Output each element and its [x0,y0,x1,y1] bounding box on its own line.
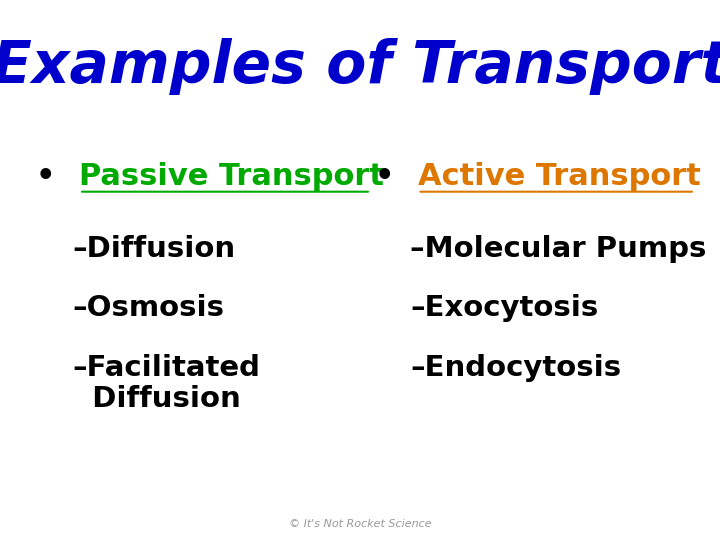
Text: –Endocytosis: –Endocytosis [410,354,621,382]
Text: –Exocytosis: –Exocytosis [410,294,598,322]
Text: –Facilitated
  Diffusion: –Facilitated Diffusion [72,354,260,413]
Text: –Molecular Pumps: –Molecular Pumps [410,235,707,263]
Text: •: • [36,162,55,191]
Text: –Diffusion: –Diffusion [72,235,235,263]
Text: © It's Not Rocket Science: © It's Not Rocket Science [289,519,431,529]
Text: Active Transport: Active Transport [418,162,701,191]
Text: –Osmosis: –Osmosis [72,294,224,322]
Text: •: • [374,162,394,191]
Text: Examples of Transport: Examples of Transport [0,38,720,95]
Text: Passive Transport: Passive Transport [79,162,384,191]
